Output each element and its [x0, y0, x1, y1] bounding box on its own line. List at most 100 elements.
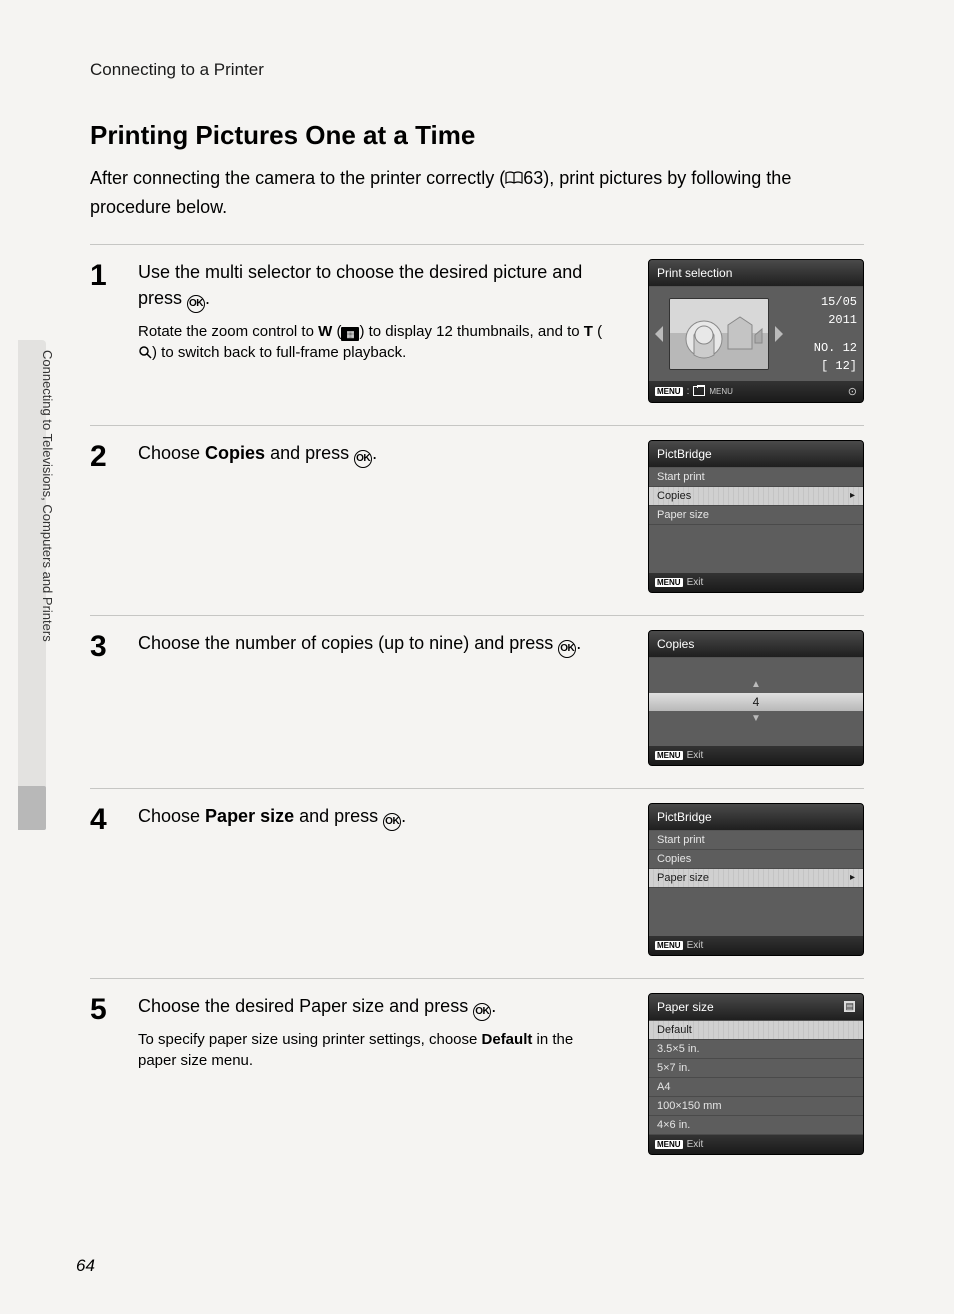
date-1: 15/05: [789, 293, 857, 311]
arrow-down-icon: ▼: [649, 714, 863, 724]
ok-icon: OK: [187, 295, 205, 313]
menu-label: Copies: [657, 490, 691, 502]
arrow-up-icon: ▲: [649, 680, 863, 690]
lcd-header: Copies: [649, 631, 863, 658]
lcd-header: PictBridge: [649, 441, 863, 468]
menu-suffix: MENU: [709, 387, 733, 396]
menu-item-start-print: Start print: [649, 468, 863, 487]
step-5: 5 Choose the desired Paper size and pres…: [90, 979, 864, 1177]
menu-item-paper-size-selected: Paper size ▸: [649, 869, 863, 888]
step-1: 1 Use the multi selector to choose the d…: [90, 245, 864, 426]
step-body: Use the multi selector to choose the des…: [138, 259, 608, 403]
w-letter: W: [318, 323, 332, 340]
step-number: 3: [90, 630, 126, 766]
step-subtext: Rotate the zoom control to W (▦) to disp…: [138, 321, 608, 363]
txt-c: .: [372, 443, 377, 463]
txt-b: .: [576, 633, 581, 653]
sub-e: ) to switch back to full-frame playback.: [152, 344, 406, 361]
document-page: Connecting to a Printer Printing Picture…: [0, 0, 954, 1314]
paper-size-option: A4: [649, 1078, 863, 1097]
thumbnail-icon: ▦: [341, 327, 359, 341]
ok-icon: OK: [473, 1003, 491, 1021]
footer-label: Exit: [687, 940, 704, 951]
txt-a: Choose the desired Paper size and press: [138, 996, 473, 1016]
camera-screen-3: Copies ▲ 4 ▼ MENU Exit: [648, 630, 864, 766]
txt-b: and press: [294, 806, 383, 826]
camera-screen-4: PictBridge Start print Copies Paper size…: [648, 803, 864, 956]
lcd-header: PictBridge: [649, 804, 863, 831]
paper-size-option: 100×150 mm: [649, 1097, 863, 1116]
menu-tag-icon: MENU: [655, 387, 683, 396]
lcd-footer: MENU Exit: [649, 746, 863, 765]
sub-b: (: [332, 323, 341, 340]
step-body: Choose the desired Paper size and press …: [138, 993, 608, 1155]
camera-screen-2: PictBridge Start print Copies ▸ Paper siz…: [648, 440, 864, 593]
breadcrumb: Connecting to a Printer: [90, 60, 864, 80]
footer-label: Exit: [687, 1139, 704, 1150]
sub-c: ) to display 12 thumbnails, and to: [359, 323, 583, 340]
step-body: Choose the number of copies (up to nine)…: [138, 630, 608, 766]
selection-metadata: 15/05 2011 NO. 12 [ 12]: [789, 293, 857, 375]
menu-item-paper-size: Paper size: [649, 506, 863, 525]
menu-tag-icon: MENU: [655, 578, 683, 587]
step-number: 2: [90, 440, 126, 593]
page-title: Printing Pictures One at a Time: [90, 120, 864, 151]
step-body: Choose Copies and press OK.: [138, 440, 608, 593]
copies-value: 4: [649, 693, 863, 711]
paper-size-option: 3.5×5 in.: [649, 1040, 863, 1059]
chevron-right-icon: ▸: [850, 872, 855, 883]
footer-label: Exit: [687, 750, 704, 761]
sub-d: (: [593, 323, 602, 340]
step-subtext: To specify paper size using printer sett…: [138, 1029, 608, 1071]
magnifier-icon: [138, 345, 152, 359]
ok-footer-icon: ⊙: [848, 385, 857, 398]
page-number: 64: [76, 1256, 95, 1276]
lcd-footer: MENU Exit: [649, 573, 863, 592]
sub-a: To specify paper size using printer sett…: [138, 1031, 482, 1048]
camera-screen-5: Paper size ▤ Default 3.5×5 in. 5×7 in. A…: [648, 993, 864, 1155]
ok-icon: OK: [354, 450, 372, 468]
menu-label: Paper size: [657, 872, 709, 884]
colon: :: [687, 386, 690, 397]
ok-icon: OK: [383, 813, 401, 831]
lcd-footer: MENU Exit: [649, 1135, 863, 1154]
txt-a: Choose: [138, 443, 205, 463]
header-text: Paper size: [657, 1000, 714, 1014]
intro-pre: After connecting the camera to the print…: [90, 168, 505, 188]
chevron-right-icon: ▸: [850, 490, 855, 501]
lcd-footer: MENU Exit: [649, 936, 863, 955]
menu-item-copies-selected: Copies ▸: [649, 487, 863, 506]
picture-thumbnail: [669, 298, 769, 370]
step-text-end: .: [205, 288, 210, 308]
paper-size-option: 4×6 in.: [649, 1116, 863, 1135]
txt-c: .: [401, 806, 406, 826]
ok-icon: OK: [558, 640, 576, 658]
menu-tag-icon: MENU: [655, 751, 683, 760]
lcd-header: Paper size ▤: [649, 994, 863, 1021]
nav-left-icon: [655, 326, 663, 342]
paper-size-default-selected: Default: [649, 1021, 863, 1040]
date-2: 2011: [789, 311, 857, 329]
menu-item-copies: Copies: [649, 850, 863, 869]
steps-list: 1 Use the multi selector to choose the d…: [90, 244, 864, 1177]
step-2: 2 Choose Copies and press OK. PictBridge…: [90, 426, 864, 616]
footer-label: Exit: [687, 577, 704, 588]
sub-bold: Default: [482, 1031, 533, 1048]
lcd-header: Print selection: [649, 260, 863, 287]
txt-bold: Paper size: [205, 806, 294, 826]
menu-tag-icon: MENU: [655, 941, 683, 950]
step-number: 1: [90, 259, 126, 403]
menu-tag-icon: MENU: [655, 1140, 683, 1149]
step-4: 4 Choose Paper size and press OK. PictBr…: [90, 789, 864, 979]
step-number: 5: [90, 993, 126, 1155]
scroll-indicator-icon: ▤: [844, 1001, 855, 1012]
step-3: 3 Choose the number of copies (up to nin…: [90, 616, 864, 789]
step-body: Choose Paper size and press OK.: [138, 803, 608, 956]
step-number: 4: [90, 803, 126, 956]
t-letter: T: [584, 323, 593, 340]
menu-item-start-print: Start print: [649, 831, 863, 850]
pic-no: NO. 12: [789, 339, 857, 357]
txt-a: Choose the number of copies (up to nine)…: [138, 633, 558, 653]
nav-right-icon: [775, 326, 783, 342]
txt-bold: Copies: [205, 443, 265, 463]
